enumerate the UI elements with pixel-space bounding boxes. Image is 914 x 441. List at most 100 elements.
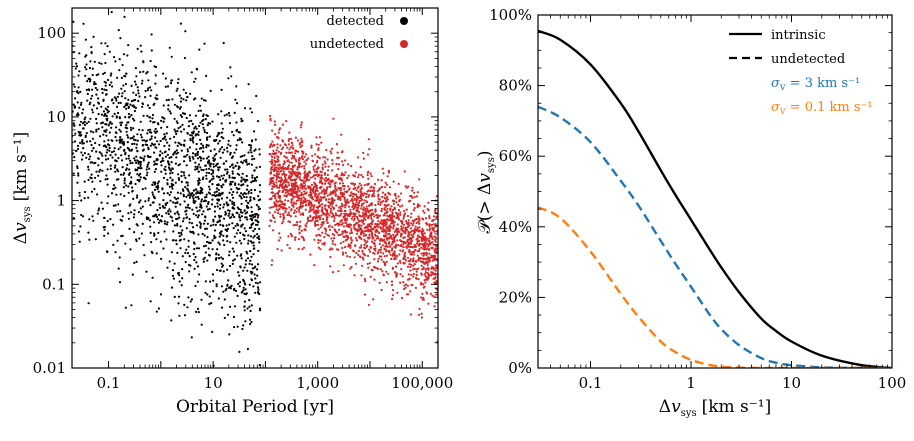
scatter-point (238, 239, 241, 242)
scatter-point (195, 261, 198, 264)
scatter-point (304, 208, 307, 211)
scatter-point (184, 210, 187, 213)
scatter-point (329, 265, 332, 268)
scatter-point (76, 144, 80, 147)
scatter-point (229, 287, 232, 290)
scatter-point (119, 130, 122, 133)
scatter-point (370, 203, 373, 206)
scatter-point (275, 181, 278, 184)
scatter-point (175, 120, 178, 123)
scatter-point (220, 146, 224, 149)
scatter-point (185, 213, 188, 216)
scatter-point (332, 207, 335, 211)
scatter-point (235, 121, 238, 124)
scatter-point (413, 207, 416, 210)
scatter-point (181, 268, 184, 271)
scatter-point (269, 145, 272, 149)
scatter-point (146, 163, 149, 166)
scatter-point (348, 215, 351, 218)
scatter-point (253, 188, 256, 192)
scatter-point (187, 203, 190, 206)
scatter-point (287, 168, 290, 171)
scatter-point (287, 235, 290, 238)
scatter-point (391, 211, 394, 214)
scatter-point (208, 167, 211, 170)
scatter-point (199, 109, 202, 112)
scatter-point (153, 151, 156, 154)
scatter-point (166, 221, 169, 224)
scatter-point (221, 264, 225, 267)
scatter-point (146, 165, 149, 168)
scatter-point (205, 137, 208, 140)
scatter-xtick-label: 0.1 (97, 374, 121, 392)
scatter-point (133, 209, 136, 212)
scatter-point (389, 209, 392, 212)
scatter-point (127, 44, 130, 47)
scatter-point (194, 161, 197, 164)
scatter-point (188, 270, 191, 273)
scatter-point (151, 276, 154, 279)
scatter-point (115, 99, 118, 102)
scatter-point (370, 228, 373, 231)
scatter-point (335, 173, 338, 176)
scatter-point (204, 215, 207, 218)
scatter-point (133, 231, 136, 234)
scatter-point (419, 242, 422, 245)
scatter-point (250, 163, 253, 166)
scatter-point (379, 248, 382, 251)
scatter-point (429, 292, 432, 295)
scatter-point (306, 218, 309, 221)
scatter-point (274, 166, 277, 169)
scatter-point (212, 175, 215, 178)
scatter-point (350, 191, 353, 194)
scatter-point (283, 194, 286, 197)
scatter-point (138, 237, 141, 240)
scatter-point (147, 155, 150, 159)
scatter-point (243, 266, 246, 269)
scatter-point (400, 219, 403, 222)
scatter-point (301, 212, 304, 215)
scatter-point (215, 187, 219, 190)
scatter-point (239, 266, 242, 269)
scatter-point (138, 201, 141, 204)
scatter-point (217, 113, 220, 116)
scatter-point (319, 226, 322, 229)
scatter-point (350, 198, 354, 201)
scatter-point (226, 268, 229, 271)
scatter-point (254, 265, 257, 268)
scatter-point (333, 219, 336, 222)
scatter-point (404, 255, 407, 258)
scatter-point (142, 114, 145, 117)
scatter-point (106, 108, 109, 111)
scatter-point (271, 259, 274, 262)
scatter-point (135, 155, 138, 158)
scatter-point (254, 138, 257, 141)
scatter-point (176, 106, 179, 109)
scatter-point (346, 198, 349, 201)
scatter-point (393, 236, 396, 239)
scatter-point (134, 67, 137, 70)
scatter-point (256, 233, 259, 236)
scatter-point (234, 98, 237, 101)
scatter-point (387, 272, 390, 275)
scatter-point (293, 192, 296, 195)
scatter-point (135, 93, 138, 97)
scatter-point (135, 146, 138, 149)
scatter-point (238, 350, 241, 353)
scatter-point (189, 300, 192, 303)
scatter-point (230, 164, 234, 167)
scatter-point (430, 234, 433, 237)
scatter-point (380, 179, 383, 182)
scatter-point (170, 216, 173, 219)
scatter-point (233, 111, 236, 114)
scatter-point (82, 108, 85, 111)
scatter-point (299, 141, 302, 144)
scatter-point (211, 248, 214, 251)
scatter-point (312, 168, 315, 171)
scatter-point (137, 166, 140, 170)
scatter-point (244, 230, 247, 233)
scatter-point (393, 206, 396, 209)
scatter-point (417, 234, 420, 237)
scatter-point (120, 121, 124, 124)
